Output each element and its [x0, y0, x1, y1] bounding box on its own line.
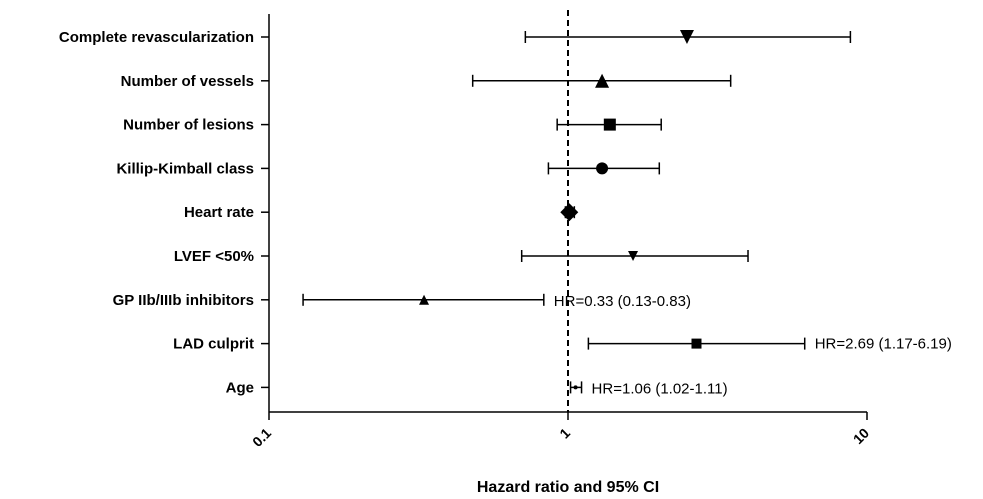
hr-point [595, 73, 610, 88]
x-tick-label: 0.1 [249, 425, 274, 450]
row-label: Killip-Kimball class [116, 160, 254, 177]
hr-point [573, 385, 578, 390]
forest-row: LAD culprit HR=2.69 (1.17-6.19) [173, 336, 952, 353]
hr-point [679, 30, 694, 44]
forest-row: Number of lesions [123, 117, 662, 134]
row-label: Number of vessels [121, 73, 254, 90]
row-label: LAD culprit [173, 336, 254, 353]
hr-point [596, 162, 609, 175]
forest-rows: Complete revascularization Number of vess… [59, 29, 952, 397]
hr-point [560, 203, 579, 222]
forest-row: Complete revascularization [59, 29, 852, 46]
hr-annotation: HR=1.06 (1.02-1.11) [592, 380, 728, 397]
row-label: GP IIb/IIIb inhibitors [113, 292, 254, 309]
hr-annotation: HR=2.69 (1.17-6.19) [815, 336, 952, 353]
forest-row: Heart rate [184, 203, 579, 222]
hr-point [628, 251, 639, 261]
row-label: Complete revascularization [59, 29, 254, 46]
forest-row: GP IIb/IIIb inhibitors HR=0.33 (0.13-0.83… [113, 292, 691, 310]
hr-point [603, 118, 616, 131]
row-label: Number of lesions [123, 117, 254, 134]
forest-row: Age HR=1.06 (1.02-1.11) [226, 379, 728, 397]
forest-row: Number of vessels [121, 73, 732, 90]
x-ticks: 0.1 1 10 [249, 412, 872, 450]
forest-row: LVEF <50% [174, 248, 749, 265]
row-label: LVEF <50% [174, 248, 254, 265]
hr-annotation: HR=0.33 (0.13-0.83) [554, 293, 691, 310]
forest-row: Killip-Kimball class [116, 160, 661, 177]
row-label: Age [226, 379, 254, 396]
x-tick-label: 10 [850, 425, 872, 447]
hr-point [419, 294, 430, 305]
x-tick-label: 1 [556, 425, 573, 442]
row-label: Heart rate [184, 204, 254, 221]
x-axis-title: Hazard ratio and 95% CI [477, 479, 659, 496]
hr-point [691, 338, 702, 349]
